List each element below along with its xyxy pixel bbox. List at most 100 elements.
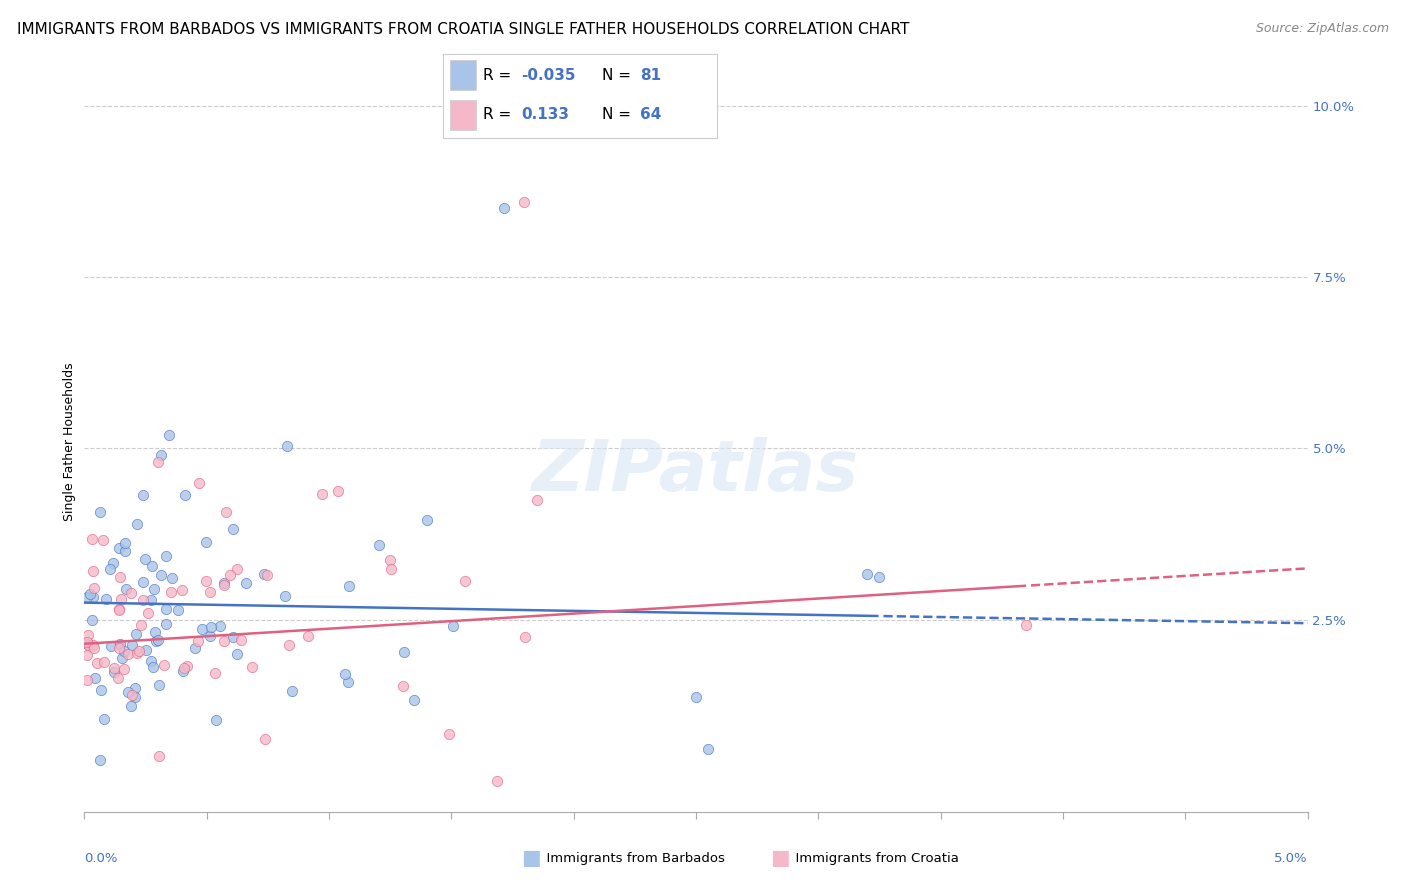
Point xyxy=(200,620,222,634)
Point xyxy=(155,549,177,563)
Point xyxy=(107,541,129,556)
Point xyxy=(281,683,304,698)
Point xyxy=(145,634,167,648)
Point xyxy=(111,651,134,665)
Point xyxy=(685,690,707,704)
Point xyxy=(76,673,98,687)
Point xyxy=(526,492,548,507)
Point xyxy=(149,568,172,582)
Point xyxy=(198,585,221,599)
Point xyxy=(89,505,111,519)
Text: R =: R = xyxy=(482,107,516,122)
Point xyxy=(136,607,159,621)
Point xyxy=(254,731,277,746)
Text: IMMIGRANTS FROM BARBADOS VS IMMIGRANTS FROM CROATIA SINGLE FATHER HOUSEHOLDS COR: IMMIGRANTS FROM BARBADOS VS IMMIGRANTS F… xyxy=(17,22,910,37)
Text: ■: ■ xyxy=(770,848,790,868)
Point xyxy=(697,742,720,756)
FancyBboxPatch shape xyxy=(450,100,475,130)
Point xyxy=(83,640,105,655)
Point xyxy=(416,512,439,526)
Point xyxy=(155,602,177,616)
Point xyxy=(143,625,166,640)
Point xyxy=(392,645,415,659)
Point xyxy=(153,658,176,673)
Point xyxy=(159,427,181,442)
Point xyxy=(194,574,217,588)
Point xyxy=(132,488,155,502)
Point xyxy=(184,640,207,655)
Point xyxy=(82,638,104,652)
Point xyxy=(98,562,121,576)
Point xyxy=(127,516,149,531)
Point xyxy=(103,665,125,679)
Text: 81: 81 xyxy=(640,68,661,83)
Point xyxy=(134,552,156,566)
Point xyxy=(240,660,263,674)
Point xyxy=(112,662,135,676)
Point xyxy=(187,634,209,648)
Point xyxy=(494,202,516,216)
Point xyxy=(93,655,115,669)
Point xyxy=(108,570,131,584)
Point xyxy=(337,674,360,689)
Text: Source: ZipAtlas.com: Source: ZipAtlas.com xyxy=(1256,22,1389,36)
Point xyxy=(86,656,108,670)
Point xyxy=(212,578,235,592)
Point xyxy=(91,533,114,547)
Point xyxy=(278,639,301,653)
Point xyxy=(117,647,139,661)
Point xyxy=(107,671,129,685)
Point xyxy=(222,631,245,645)
Point xyxy=(513,630,536,644)
Point xyxy=(380,562,402,576)
Point xyxy=(337,578,360,592)
Point xyxy=(486,773,509,788)
Point xyxy=(131,592,153,607)
Point xyxy=(172,664,194,678)
Point xyxy=(195,534,218,549)
Point xyxy=(437,727,460,741)
Point xyxy=(82,590,104,604)
Point xyxy=(229,632,252,647)
Point xyxy=(273,589,295,603)
Point xyxy=(198,629,221,643)
Point xyxy=(100,639,122,653)
Text: Immigrants from Croatia: Immigrants from Croatia xyxy=(787,852,959,864)
Point xyxy=(167,603,190,617)
Y-axis label: Single Father Households: Single Father Households xyxy=(63,362,76,521)
Point xyxy=(212,634,235,648)
Point xyxy=(856,567,879,582)
Text: ■: ■ xyxy=(522,848,541,868)
Point xyxy=(103,661,125,675)
Point xyxy=(141,558,163,573)
Point xyxy=(131,617,153,632)
Point xyxy=(160,571,183,585)
Point xyxy=(79,587,101,601)
Text: ZIPatlas: ZIPatlas xyxy=(533,437,859,506)
Point xyxy=(173,661,195,675)
Point xyxy=(869,570,891,584)
Point xyxy=(204,665,226,680)
Point xyxy=(76,591,98,605)
Point xyxy=(174,487,197,501)
Text: R =: R = xyxy=(482,68,516,83)
Point xyxy=(139,593,162,607)
Point xyxy=(125,646,148,660)
Point xyxy=(378,552,401,566)
Point xyxy=(142,659,165,673)
Point xyxy=(139,654,162,668)
Point xyxy=(135,643,157,657)
Point xyxy=(120,586,142,600)
Point xyxy=(90,683,112,698)
Point xyxy=(76,648,98,662)
Point xyxy=(297,629,319,643)
Point xyxy=(222,522,245,536)
Text: 64: 64 xyxy=(640,107,662,122)
Point xyxy=(76,634,98,648)
Point xyxy=(252,567,274,582)
Point xyxy=(112,644,135,658)
Point xyxy=(326,483,349,498)
Point xyxy=(441,619,464,633)
Point xyxy=(204,713,226,727)
Point xyxy=(454,574,477,588)
